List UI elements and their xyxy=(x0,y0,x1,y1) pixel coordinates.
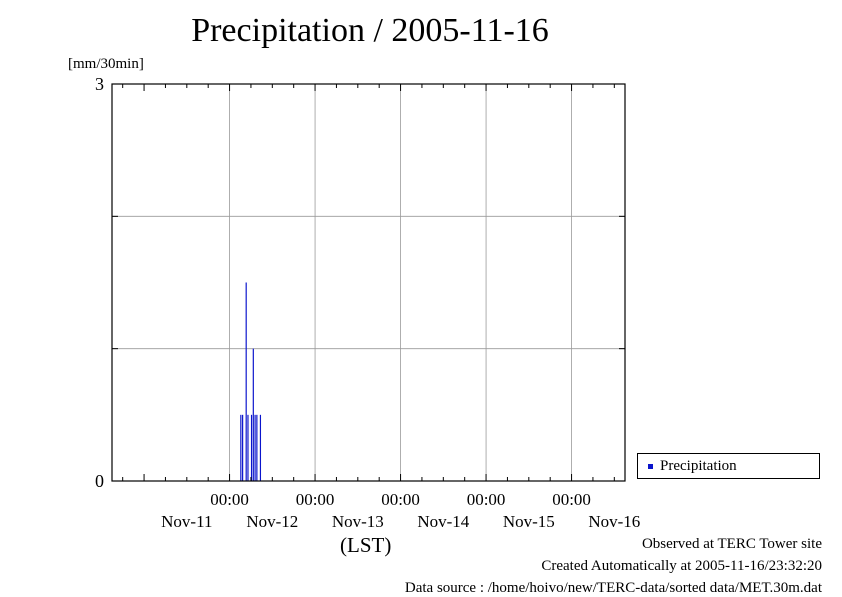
y-tick-label: 3 xyxy=(95,74,104,94)
x-tick-time-label: 00:00 xyxy=(296,490,335,509)
grid-layer xyxy=(112,84,625,481)
x-tick-time-label: 00:00 xyxy=(552,490,591,509)
precipitation-bar xyxy=(240,414,242,481)
x-tick-time-label: 00:00 xyxy=(210,490,249,509)
x-date-label: Nov-15 xyxy=(503,512,555,531)
y-tick-label: 0 xyxy=(95,471,104,491)
axis-layer: 0 3 00:00 00:00 00:00 00:00 00:00 Nov-11 Nov-12 N… xyxy=(95,74,640,531)
x-date-label: Nov-11 xyxy=(161,512,212,531)
chart-title: Precipitation / 2005-11-16 xyxy=(191,12,549,49)
x-date-label: Nov-16 xyxy=(588,512,640,531)
x-tick-time-label: 00:00 xyxy=(381,490,420,509)
x-date-label: Nov-12 xyxy=(246,512,298,531)
y-axis-unit-label: [mm/30min] xyxy=(68,56,144,72)
precipitation-bar xyxy=(254,414,256,481)
legend-swatch xyxy=(648,464,653,469)
precipitation-bar xyxy=(245,282,247,481)
x-date-label: Nov-13 xyxy=(332,512,384,531)
precipitation-bar xyxy=(256,414,258,481)
precipitation-bar xyxy=(252,348,254,481)
precipitation-bar xyxy=(259,414,262,481)
bars-layer xyxy=(240,282,262,481)
x-axis-label: (LST) xyxy=(340,533,392,557)
precipitation-bar xyxy=(250,414,253,481)
data-source-note: Data source : /home/hoivo/new/TERC-data/… xyxy=(404,580,822,596)
plot-frame xyxy=(111,83,626,482)
legend-label: Precipitation xyxy=(660,458,737,474)
x-tick-time-label: 00:00 xyxy=(467,490,506,509)
observed-note: Observed at TERC Tower site xyxy=(641,536,822,552)
legend: Precipitation xyxy=(637,453,820,479)
precipitation-bar xyxy=(242,414,244,481)
precipitation-bar xyxy=(247,414,249,481)
created-note: Created Automatically at 2005-11-16/23:3… xyxy=(541,558,822,574)
x-date-label: Nov-14 xyxy=(417,512,469,531)
